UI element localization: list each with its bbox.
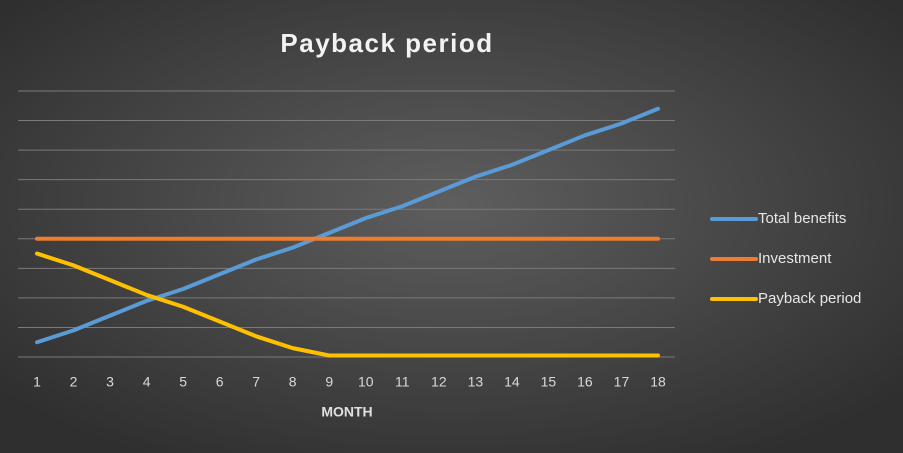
x-tick-label: 11 (395, 374, 410, 390)
x-tick-label: 14 (504, 374, 520, 390)
x-tick-label: 3 (106, 374, 114, 390)
x-tick-label: 13 (468, 374, 484, 390)
x-axis-label: MONTH (321, 404, 372, 420)
x-tick-label: 18 (650, 374, 666, 390)
x-tick-label: 8 (289, 374, 297, 390)
chart-title: Payback period (280, 28, 493, 58)
legend-label: Payback period (758, 290, 861, 307)
x-tick-label: 4 (143, 374, 151, 390)
x-tick-label: 2 (70, 374, 78, 390)
x-tick-label: 16 (577, 374, 593, 390)
x-tick-label: 17 (614, 374, 630, 390)
series-line (35, 251, 660, 358)
x-tick-label: 10 (358, 374, 374, 390)
x-tick-label: 1 (33, 374, 41, 390)
x-tick-label: 5 (179, 374, 187, 390)
x-tick-label: 9 (325, 374, 333, 390)
x-tick-label: 7 (252, 374, 260, 390)
x-tick-label: 12 (431, 374, 447, 390)
x-tick-label: 6 (216, 374, 224, 390)
legend-label: Investment (758, 250, 832, 267)
x-tick-label: 15 (541, 374, 557, 390)
legend-label: Total benefits (758, 210, 846, 227)
series-line (35, 106, 660, 345)
